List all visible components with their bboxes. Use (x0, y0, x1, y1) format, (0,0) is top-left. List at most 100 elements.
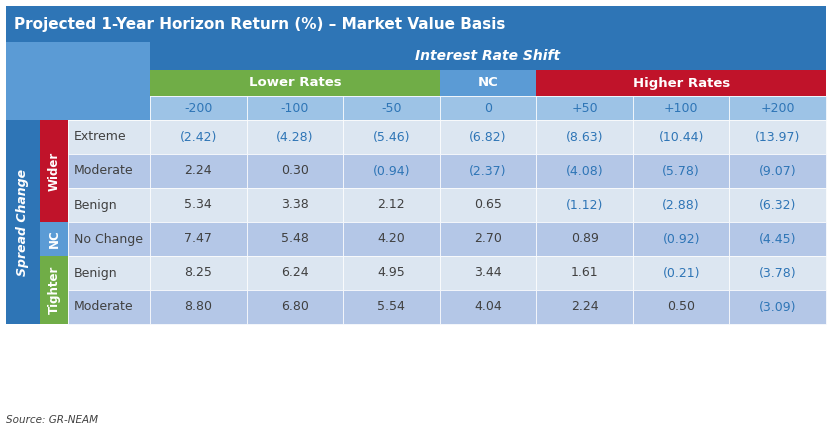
FancyBboxPatch shape (537, 96, 633, 120)
Text: (0.21): (0.21) (662, 267, 700, 280)
Text: Lower Rates: Lower Rates (249, 77, 341, 89)
Text: Spread Change: Spread Change (17, 169, 29, 276)
FancyBboxPatch shape (150, 70, 440, 96)
Text: (0.94): (0.94) (373, 165, 410, 178)
FancyBboxPatch shape (68, 256, 150, 290)
Text: Extreme: Extreme (74, 130, 126, 144)
Text: +50: +50 (572, 101, 598, 114)
Text: 2.24: 2.24 (571, 301, 598, 313)
Text: No Change: No Change (74, 233, 143, 246)
FancyBboxPatch shape (246, 222, 343, 256)
FancyBboxPatch shape (343, 96, 440, 120)
FancyBboxPatch shape (633, 222, 730, 256)
Text: 4.04: 4.04 (474, 301, 502, 313)
FancyBboxPatch shape (150, 96, 246, 120)
Text: 8.80: 8.80 (184, 301, 212, 313)
Text: 5.48: 5.48 (281, 233, 309, 246)
Text: (0.92): (0.92) (662, 233, 700, 246)
FancyBboxPatch shape (246, 120, 343, 154)
FancyBboxPatch shape (730, 256, 826, 290)
FancyBboxPatch shape (68, 154, 150, 188)
Text: (2.88): (2.88) (662, 199, 700, 212)
Text: Wider: Wider (47, 151, 61, 190)
Text: 1.61: 1.61 (571, 267, 598, 280)
Text: (6.32): (6.32) (759, 199, 796, 212)
FancyBboxPatch shape (343, 222, 440, 256)
Text: (3.09): (3.09) (759, 301, 796, 313)
FancyBboxPatch shape (6, 120, 40, 324)
FancyBboxPatch shape (40, 256, 68, 324)
FancyBboxPatch shape (440, 188, 537, 222)
FancyBboxPatch shape (40, 222, 68, 256)
FancyBboxPatch shape (440, 96, 537, 120)
Text: (5.78): (5.78) (662, 165, 700, 178)
FancyBboxPatch shape (730, 290, 826, 324)
FancyBboxPatch shape (440, 154, 537, 188)
FancyBboxPatch shape (150, 42, 826, 70)
Text: Benign: Benign (74, 199, 117, 212)
Text: 3.38: 3.38 (281, 199, 309, 212)
Text: 4.95: 4.95 (378, 267, 405, 280)
Text: (4.28): (4.28) (276, 130, 314, 144)
FancyBboxPatch shape (343, 290, 440, 324)
FancyBboxPatch shape (246, 290, 343, 324)
FancyBboxPatch shape (730, 96, 826, 120)
Text: -50: -50 (381, 101, 402, 114)
Text: +100: +100 (664, 101, 698, 114)
FancyBboxPatch shape (68, 188, 150, 222)
FancyBboxPatch shape (68, 290, 150, 324)
FancyBboxPatch shape (343, 120, 440, 154)
Text: (3.78): (3.78) (759, 267, 796, 280)
Text: 2.12: 2.12 (378, 199, 405, 212)
Text: 8.25: 8.25 (185, 267, 212, 280)
FancyBboxPatch shape (730, 154, 826, 188)
Text: (6.82): (6.82) (469, 130, 507, 144)
FancyBboxPatch shape (537, 120, 633, 154)
FancyBboxPatch shape (68, 222, 150, 256)
Text: (2.37): (2.37) (469, 165, 507, 178)
Text: 5.54: 5.54 (378, 301, 405, 313)
FancyBboxPatch shape (150, 188, 246, 222)
FancyBboxPatch shape (537, 70, 826, 96)
Text: 0.30: 0.30 (281, 165, 309, 178)
Text: NC: NC (47, 230, 61, 249)
Text: 3.44: 3.44 (474, 267, 502, 280)
Text: 6.24: 6.24 (281, 267, 309, 280)
Text: Higher Rates: Higher Rates (632, 77, 730, 89)
FancyBboxPatch shape (246, 154, 343, 188)
FancyBboxPatch shape (343, 256, 440, 290)
FancyBboxPatch shape (537, 154, 633, 188)
Text: Tighter: Tighter (47, 266, 61, 314)
FancyBboxPatch shape (537, 188, 633, 222)
FancyBboxPatch shape (246, 256, 343, 290)
Text: (9.07): (9.07) (759, 165, 796, 178)
FancyBboxPatch shape (40, 120, 68, 222)
Text: NC: NC (478, 77, 498, 89)
FancyBboxPatch shape (537, 222, 633, 256)
Text: Benign: Benign (74, 267, 117, 280)
Text: Projected 1-Year Horizon Return (%) – Market Value Basis: Projected 1-Year Horizon Return (%) – Ma… (14, 16, 505, 31)
FancyBboxPatch shape (730, 222, 826, 256)
Text: -100: -100 (280, 101, 309, 114)
Text: 7.47: 7.47 (185, 233, 212, 246)
Text: Interest Rate Shift: Interest Rate Shift (415, 49, 561, 63)
Text: +200: +200 (760, 101, 795, 114)
FancyBboxPatch shape (633, 290, 730, 324)
FancyBboxPatch shape (68, 120, 150, 154)
FancyBboxPatch shape (730, 188, 826, 222)
Text: Source: GR-NEAM: Source: GR-NEAM (6, 415, 98, 425)
FancyBboxPatch shape (246, 96, 343, 120)
FancyBboxPatch shape (440, 222, 537, 256)
Text: (1.12): (1.12) (566, 199, 603, 212)
FancyBboxPatch shape (537, 256, 633, 290)
FancyBboxPatch shape (6, 42, 150, 120)
FancyBboxPatch shape (150, 222, 246, 256)
Text: (13.97): (13.97) (755, 130, 800, 144)
FancyBboxPatch shape (150, 154, 246, 188)
Text: 2.24: 2.24 (185, 165, 212, 178)
Text: -200: -200 (184, 101, 212, 114)
FancyBboxPatch shape (440, 290, 537, 324)
Text: (4.08): (4.08) (566, 165, 603, 178)
FancyBboxPatch shape (150, 120, 246, 154)
FancyBboxPatch shape (440, 120, 537, 154)
